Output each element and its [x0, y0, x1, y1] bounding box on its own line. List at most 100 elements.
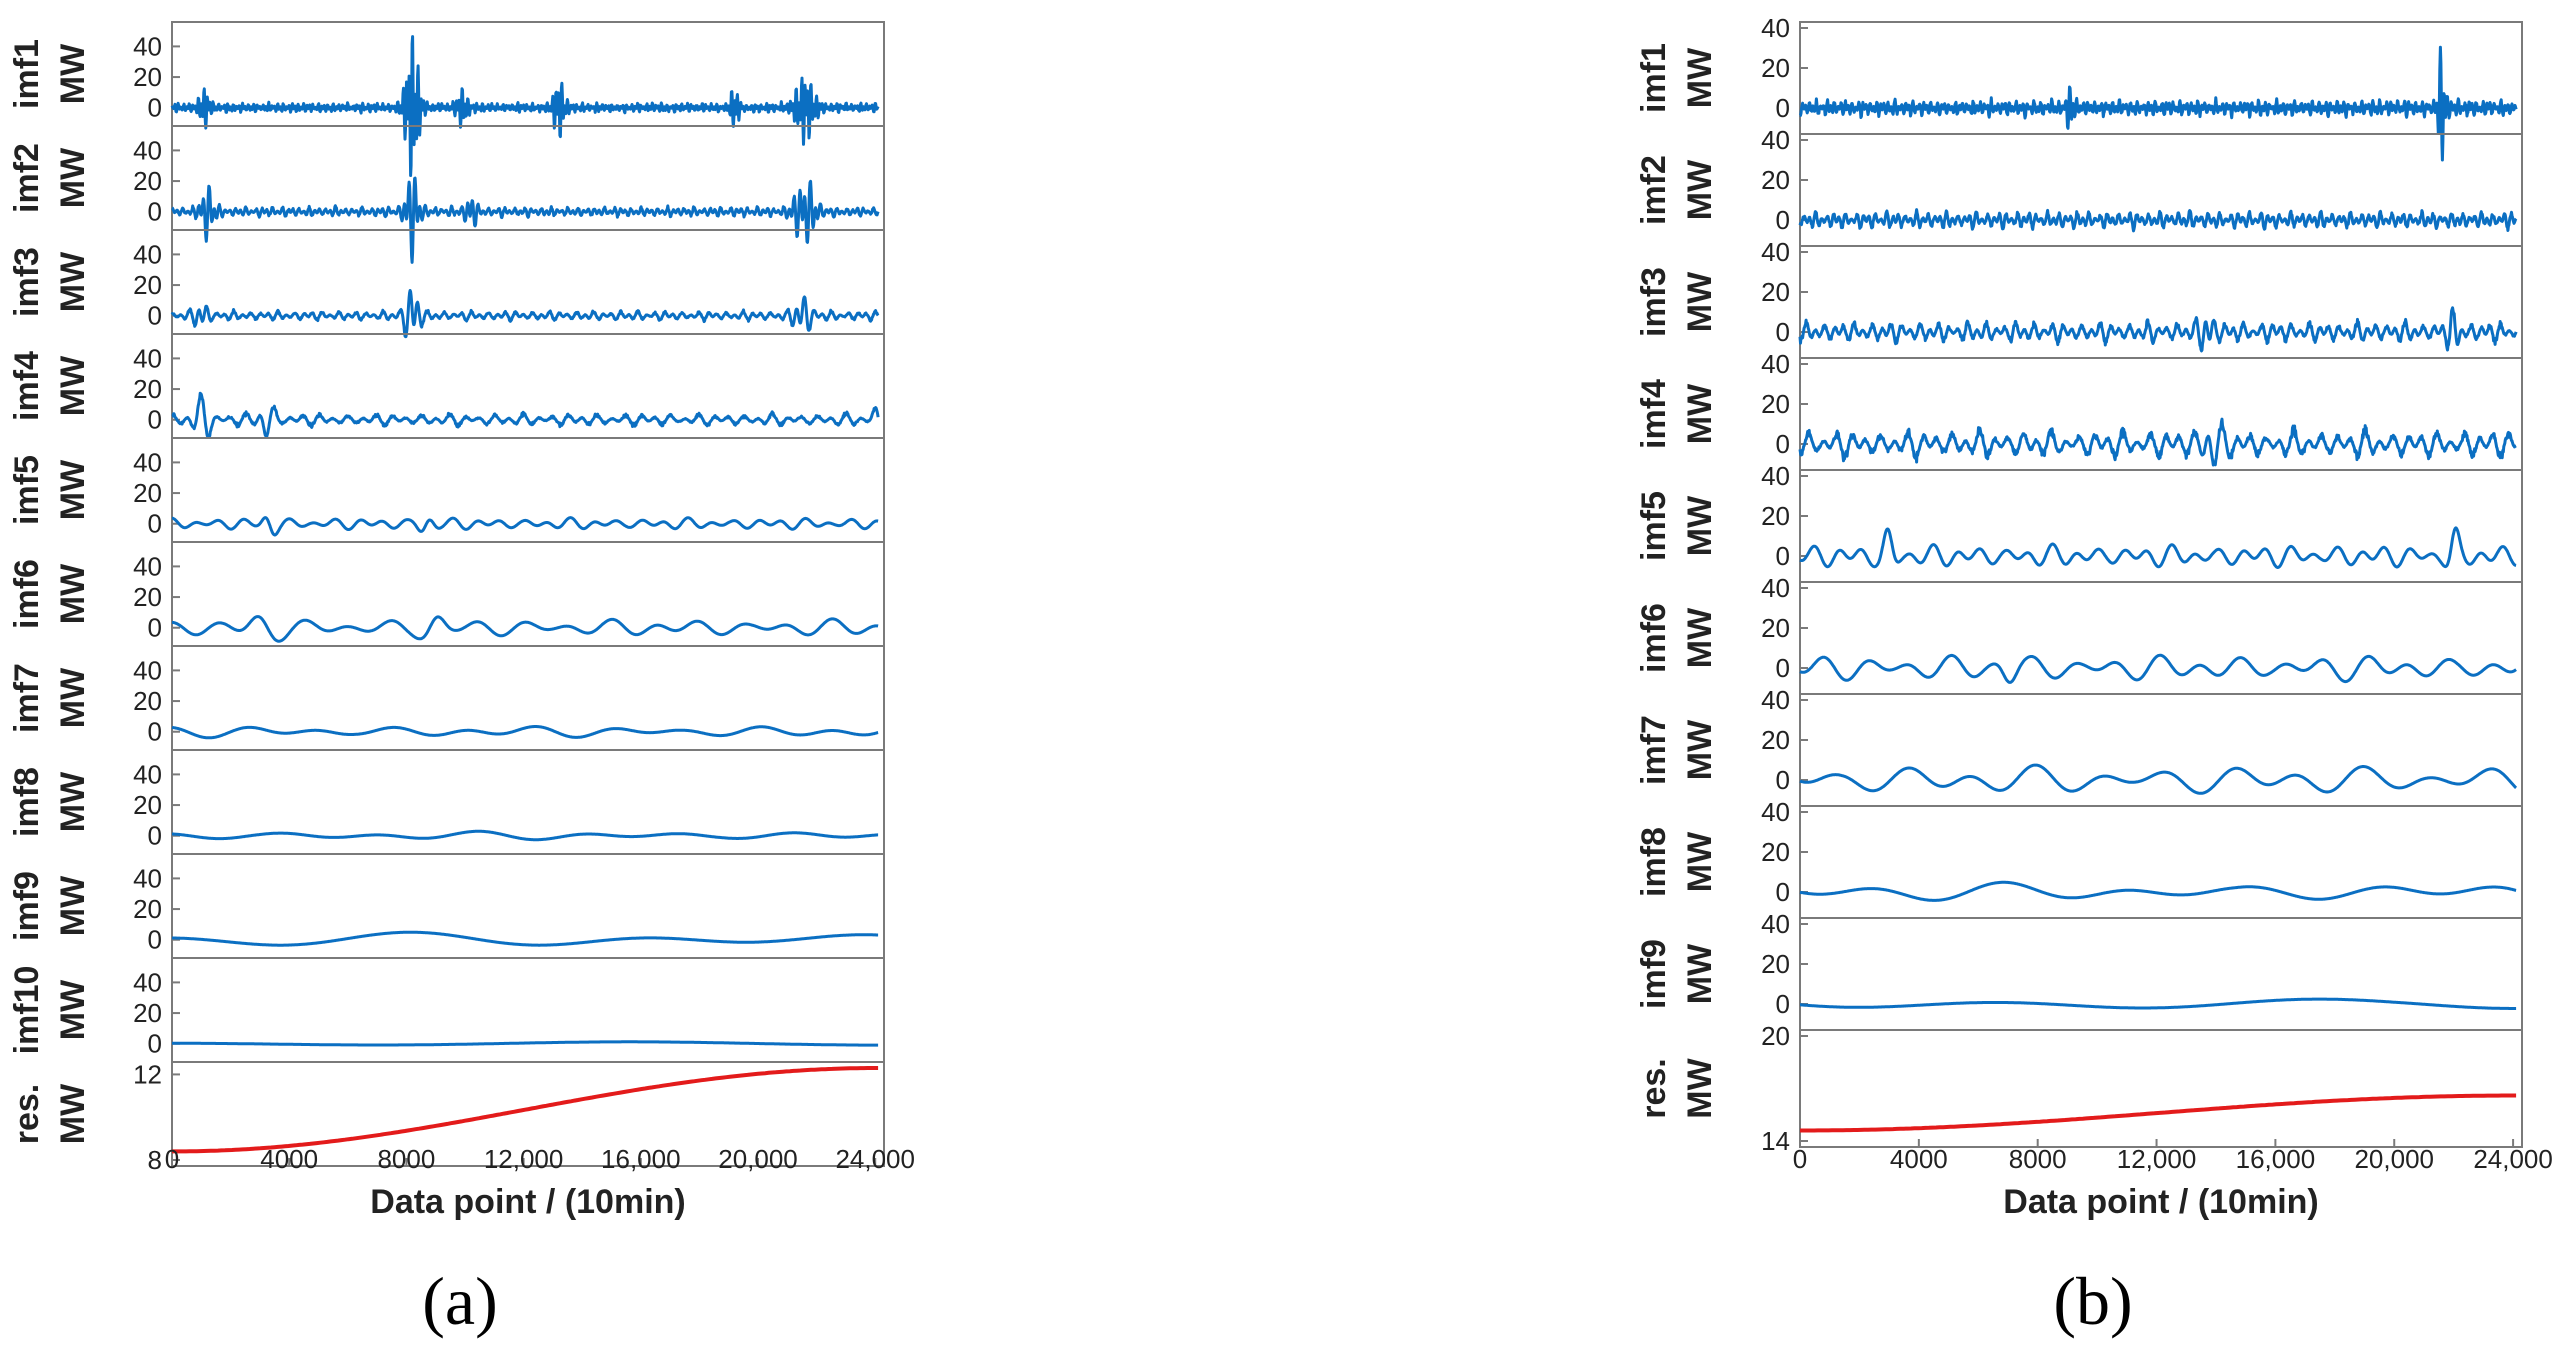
y-tick-label: 40: [133, 343, 162, 373]
y-tick-label: 0: [148, 925, 162, 955]
series-line-imf6: [1799, 653, 2517, 684]
subplot-label: imf4 MW: [1635, 379, 1719, 449]
x-tick-label: 8000: [377, 1144, 435, 1174]
y-tick-label: 40: [1761, 797, 1790, 827]
x-tick-label: 12,000: [2117, 1144, 2197, 1174]
series-line-imf7: [171, 725, 880, 740]
series-line-imf7: [1799, 763, 2518, 795]
series-line-imf4: [1798, 417, 2517, 467]
subplot-unit-label: MW: [54, 355, 92, 416]
subplot-unit-label: MW: [1681, 271, 1719, 332]
subplot-label: imf3 MW: [8, 247, 92, 317]
series-line-imf10: [171, 1040, 880, 1047]
subplot-res-b: 14 20 res. MW: [1635, 1021, 2523, 1156]
subplot-name-label: imf3: [1635, 267, 1673, 337]
y-tick-label: 20: [133, 166, 162, 196]
y-tick-label: 40: [1761, 349, 1790, 379]
x-tick-label: 0: [1793, 1144, 1807, 1174]
series-line-imf6: [171, 615, 880, 643]
y-tick-label: 40: [133, 551, 162, 581]
subplot-label: imf4 MW: [8, 351, 92, 421]
subplot-unit-label: MW: [1681, 495, 1719, 556]
y-tick-label: 20: [1761, 53, 1790, 83]
subplot-name-label: imf7: [8, 663, 46, 733]
x-tick-label: 16,000: [2236, 1144, 2316, 1174]
subplot-unit-label: MW: [54, 43, 92, 104]
y-tick-label: 0: [148, 93, 162, 123]
subplot-name-label: imf1: [8, 39, 46, 109]
subplot-unit-label: MW: [1681, 159, 1719, 220]
series-line-imf8: [171, 829, 880, 842]
subplot-label: imf8 MW: [1635, 827, 1719, 897]
subplot-label: imf2 MW: [1635, 155, 1719, 225]
subplot-frame: [1799, 581, 2523, 695]
subplot-name-label: imf4: [8, 351, 46, 421]
y-tick-label: 0: [148, 301, 162, 331]
subplot-label: imf10 MW: [8, 966, 92, 1055]
subplot-name-label: imf10: [8, 966, 46, 1055]
y-tick-label: 0: [148, 509, 162, 539]
subplot-unit-label: MW: [1681, 1057, 1719, 1118]
y-tick-label: 40: [133, 655, 162, 685]
x-tick-label: 12,000: [484, 1144, 564, 1174]
x-tick-label: 8000: [2009, 1144, 2067, 1174]
y-tick-label: 40: [133, 31, 162, 61]
subplot-label: imf5 MW: [1635, 491, 1719, 561]
y-tick-label: 0: [1776, 877, 1790, 907]
y-tick-label: 20: [133, 894, 162, 924]
y-tick-label: 20: [1761, 725, 1790, 755]
subplot-frame: [171, 1061, 885, 1167]
subplot-label: imf2 MW: [8, 143, 92, 213]
series-line-res: [172, 1066, 879, 1154]
series-line-imf9: [171, 930, 880, 947]
subplot-name-label: res.: [8, 1084, 46, 1145]
y-tick-label: 8: [148, 1145, 162, 1175]
y-tick-label: 0: [148, 197, 162, 227]
subplot-frame: [1799, 133, 2523, 247]
subplot-label: imf9 MW: [8, 871, 92, 941]
subplot-name-label: imf5: [8, 455, 46, 525]
y-tick-label: 0: [148, 821, 162, 851]
x-tick-label: 20,000: [718, 1144, 798, 1174]
subplot-name-label: imf1: [1635, 43, 1673, 113]
y-tick-label: 40: [1761, 909, 1790, 939]
subplot-frame: [1799, 21, 2523, 135]
subplot-res-a: 8 12 res. MW: [8, 1059, 885, 1175]
subplot-unit-label: MW: [1681, 719, 1719, 780]
subplot-imf2-b: 0 20 40 imf2 MW: [1635, 125, 2523, 247]
y-tick-label: 0: [1776, 989, 1790, 1019]
series-line-imf3: [170, 289, 880, 339]
y-tick-label: 20: [133, 62, 162, 92]
subplot-label: imf6 MW: [8, 559, 92, 629]
y-tick-label: 20: [133, 478, 162, 508]
caption-b: (b): [2053, 1263, 2133, 1339]
y-tick-label: 20: [133, 374, 162, 404]
subplot-unit-label: MW: [1681, 383, 1719, 444]
subplot-name-label: imf3: [8, 247, 46, 317]
x-tick-label: 4000: [1890, 1144, 1948, 1174]
subplot-label: res. MW: [1635, 1057, 1719, 1118]
series-line-imf5: [171, 516, 880, 537]
subplot-imf3-b: 0 20 40 imf3 MW: [1635, 237, 2523, 359]
subplot-frame: [1799, 805, 2523, 919]
subplot-frame: [1799, 693, 2523, 807]
y-tick-label: 40: [133, 759, 162, 789]
y-tick-label: 20: [133, 790, 162, 820]
y-tick-label: 20: [1761, 165, 1790, 195]
subplot-unit-label: MW: [54, 459, 92, 520]
caption-a: (a): [422, 1263, 498, 1339]
subplot-unit-label: MW: [1681, 831, 1719, 892]
y-tick-label: 20: [1761, 277, 1790, 307]
subplot-label: imf6 MW: [1635, 603, 1719, 673]
y-tick-label: 20: [133, 686, 162, 716]
subplot-imf7-b: 0 20 40 imf7 MW: [1635, 685, 2523, 807]
y-tick-label: 20: [1761, 837, 1790, 867]
series-line-imf8: [1799, 880, 2517, 902]
y-tick-label: 20: [1761, 613, 1790, 643]
